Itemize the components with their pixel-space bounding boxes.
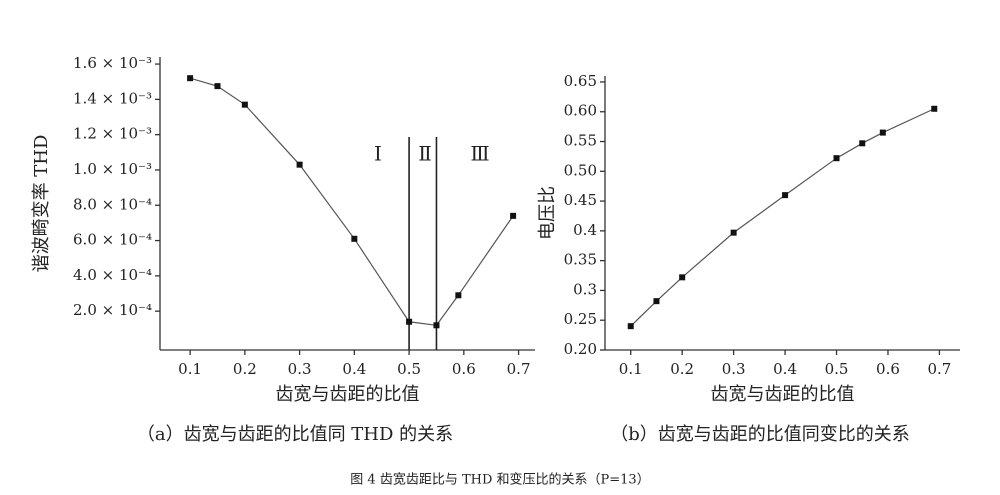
point (296, 161, 303, 168)
y-tick-label: 1.0 × 10⁻³ (73, 160, 152, 178)
x-tick-label: 0.2 (670, 360, 694, 378)
y-tick-label: 0.25 (564, 310, 597, 328)
y-tick-label: 0.4 (573, 221, 597, 239)
y-tick-label: 0.20 (564, 340, 597, 358)
point (931, 105, 938, 112)
y-tick-label: 0.65 (564, 72, 597, 90)
line (630, 108, 935, 327)
y-tick-label: 0.50 (564, 161, 597, 179)
point (214, 83, 221, 90)
y-tick-label: 0.45 (564, 191, 597, 209)
y-tick-label: 8.0 × 10⁻⁴ (73, 195, 152, 213)
figure-caption: 图 4 齿宽齿距比与 THD 和变压比的关系（P=13） (350, 472, 649, 488)
point (627, 323, 634, 330)
y-tick-label: 1.4 × 10⁻³ (73, 89, 152, 107)
y-axis-label: 谐波畸变率 THD (31, 135, 52, 273)
y-tick-label: 1.2 × 10⁻³ (73, 125, 152, 143)
point (433, 322, 440, 329)
y-axis-label: 电压比 (537, 186, 558, 240)
x-tick-label: 0.7 (507, 360, 531, 378)
y-tick-label: 0.55 (564, 132, 597, 150)
region-label: Ⅱ (418, 142, 432, 166)
y-tick-label: 0.35 (564, 251, 597, 269)
x-tick-label: 0.1 (619, 360, 643, 378)
point (879, 129, 886, 136)
caption: （a）齿宽与齿距的比值同 THD 的关系 (137, 424, 453, 445)
x-tick-label: 0.2 (233, 360, 257, 378)
point (730, 229, 737, 236)
x-tick-label: 0.5 (397, 360, 421, 378)
point (187, 75, 194, 82)
line (189, 77, 514, 326)
point (455, 292, 462, 299)
point (351, 235, 358, 242)
y-tick-label: 1.6 × 10⁻³ (73, 54, 152, 72)
y-tick-label: 6.0 × 10⁻⁴ (73, 231, 152, 249)
x-tick-label: 0.3 (722, 360, 746, 378)
x-tick-label: 0.6 (876, 360, 900, 378)
point (833, 155, 840, 162)
x-tick-label: 0.4 (342, 360, 366, 378)
point (510, 212, 517, 219)
point (782, 192, 789, 199)
x-tick-label: 0.5 (825, 360, 849, 378)
x-tick-label: 0.4 (773, 360, 797, 378)
point (859, 140, 866, 147)
x-axis-label: 齿宽与齿距的比值 (276, 384, 420, 405)
point (241, 101, 248, 108)
x-tick-label: 0.3 (288, 360, 312, 378)
y-tick-label: 4.0 × 10⁻⁴ (73, 266, 152, 284)
x-tick-label: 0.6 (452, 360, 476, 378)
region-label: Ⅰ (374, 142, 382, 166)
x-tick-label: 0.7 (927, 360, 951, 378)
y-tick-label: 0.3 (573, 280, 597, 298)
y-tick-label: 0.60 (564, 102, 597, 120)
point (406, 318, 413, 325)
point (653, 298, 660, 305)
y-tick-label: 2.0 × 10⁻⁴ (73, 301, 152, 319)
region-label: Ⅲ (470, 142, 489, 166)
caption: （b）齿宽与齿距的比值同变比的关系 (610, 424, 910, 445)
point (679, 274, 686, 281)
x-axis-label: 齿宽与齿距的比值 (711, 384, 855, 405)
x-tick-label: 0.1 (178, 360, 202, 378)
